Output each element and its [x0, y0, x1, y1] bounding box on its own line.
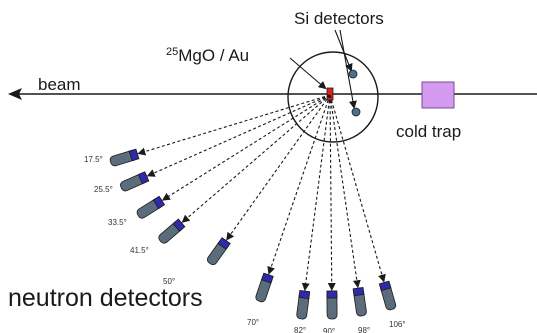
- flight-path: [327, 94, 336, 291]
- neutron-detector: [206, 237, 231, 266]
- neutron-detector-cap: [217, 237, 231, 250]
- flight-path: [146, 94, 331, 177]
- detector-angle-label: 17.5°: [84, 155, 103, 164]
- neutron-detector: [158, 218, 186, 244]
- target: [326, 87, 334, 101]
- neutron-detector: [120, 171, 150, 192]
- neutron-detector-cap: [378, 280, 392, 292]
- neutron-detector: [136, 195, 166, 219]
- neutron-detector-cap: [326, 290, 338, 299]
- cold-trap-label: cold trap: [396, 122, 461, 141]
- neutron-detector-cap: [137, 171, 150, 185]
- detector-angle-label: 98°: [358, 326, 370, 333]
- beam-arrowhead: [8, 88, 22, 100]
- detector-angle-label: 82°: [294, 326, 306, 333]
- si-detector-upper-pointer: [334, 29, 353, 72]
- neutron-detector: [255, 272, 274, 303]
- detector-angle-label: 41.5°: [130, 246, 149, 255]
- flight-paths: [137, 94, 386, 292]
- neutron-detector: [378, 280, 397, 311]
- detector-angle-label: 70°: [247, 318, 259, 327]
- flight-path: [137, 94, 331, 156]
- flight-path: [329, 94, 361, 289]
- si-detectors-label: Si detectors: [294, 9, 384, 28]
- neutron-detectors-label: neutron detectors: [8, 284, 203, 312]
- flight-path: [329, 94, 386, 283]
- detector-angle-label: 50°: [163, 277, 175, 286]
- target-name: MgO / Au: [178, 46, 249, 65]
- neutron-detector-cap: [352, 286, 365, 297]
- neutron-detector: [352, 286, 367, 317]
- neutron-detector-cap: [128, 148, 140, 162]
- target-mass-number: 25: [166, 46, 178, 58]
- neutron-detector: [296, 290, 311, 320]
- scattering-chamber: [287, 51, 379, 143]
- cold-trap: [421, 81, 455, 109]
- detector-angle-label: 25.5°: [94, 185, 113, 194]
- target-label: 25MgO / Au: [166, 46, 249, 65]
- target-pointer-arrow: [289, 57, 327, 90]
- neutron-detector-cap: [298, 290, 311, 300]
- neutron-detector-array: 17.5° 25.5° 33.5° 41.5° 50° 70° 82° 90° 98° 106°: [84, 148, 406, 333]
- detector-angle-label: 33.5°: [108, 218, 127, 227]
- neutron-detector-cap: [152, 195, 166, 210]
- neutron-detector-cap: [172, 218, 186, 232]
- si-detector-lower: [351, 107, 361, 117]
- neutron-detector-cap: [261, 272, 274, 284]
- flight-path: [161, 94, 331, 201]
- neutron-detector: [109, 148, 140, 167]
- flight-path: [301, 94, 331, 292]
- detector-angle-label: 106°: [389, 320, 406, 329]
- neutron-detector: [326, 290, 338, 320]
- beam-label: beam: [38, 75, 81, 94]
- flight-path: [267, 94, 331, 275]
- si-detector-lower-pointer: [339, 29, 357, 109]
- flight-path: [226, 94, 331, 241]
- si-detector-upper: [348, 69, 358, 79]
- detector-angle-label: 90°: [323, 327, 335, 333]
